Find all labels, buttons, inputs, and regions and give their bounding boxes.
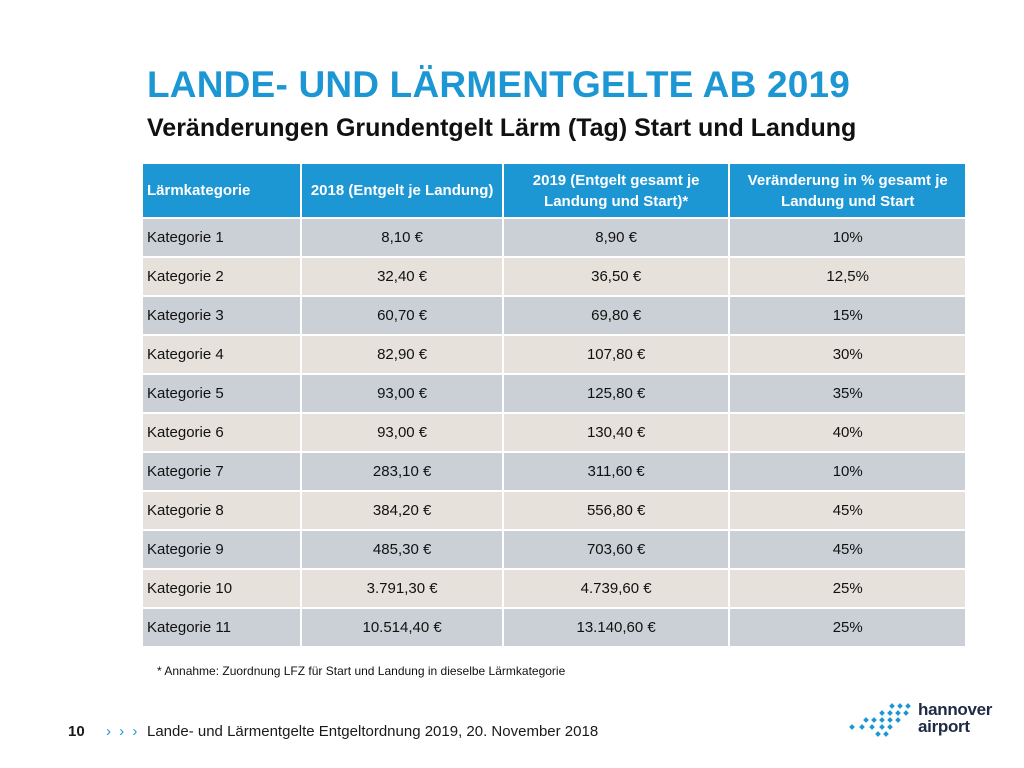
table-row: Kategorie 6 93,00 € 130,40 € 40% bbox=[143, 414, 965, 451]
cell-change: 45% bbox=[730, 531, 965, 568]
header-2019-fee: 2019 (Entgelt gesamt je Landung und Star… bbox=[503, 164, 729, 217]
cell-fee-2019: 107,80 € bbox=[503, 336, 729, 373]
logo-text: hannover airport bbox=[918, 701, 992, 735]
cell-fee-2018: 8,10 € bbox=[302, 219, 502, 256]
cell-fee-2019: 556,80 € bbox=[503, 492, 729, 529]
cell-change: 45% bbox=[730, 492, 965, 529]
slide-title: LANDE- UND LÄRMENTGELTE AB 2019 bbox=[147, 64, 851, 105]
cell-fee-2019: 311,60 € bbox=[503, 453, 729, 490]
page-number: 10 bbox=[68, 723, 85, 740]
cell-fee-2019: 4.739,60 € bbox=[503, 570, 729, 607]
cell-fee-2018: 3.791,30 € bbox=[302, 570, 502, 607]
cell-fee-2018: 384,20 € bbox=[302, 492, 502, 529]
table-row: Kategorie 1 8,10 € 8,90 € 10% bbox=[143, 219, 965, 256]
cell-change: 30% bbox=[730, 336, 965, 373]
cell-fee-2018: 93,00 € bbox=[302, 414, 502, 451]
cell-category: Kategorie 1 bbox=[143, 219, 301, 256]
table-row: Kategorie 8 384,20 € 556,80 € 45% bbox=[143, 492, 965, 529]
hannover-airport-logo: hannover airport bbox=[846, 700, 996, 742]
header-change-percent: Veränderung in % gesamt je Landung und S… bbox=[730, 164, 965, 217]
slide-subtitle: Veränderungen Grundentgelt Lärm (Tag) St… bbox=[147, 114, 857, 142]
table-row: Kategorie 2 32,40 € 36,50 € 12,5% bbox=[143, 258, 965, 295]
cell-change: 40% bbox=[730, 414, 965, 451]
cell-change: 25% bbox=[730, 570, 965, 607]
cell-category: Kategorie 10 bbox=[143, 570, 301, 607]
cell-category: Kategorie 8 bbox=[143, 492, 301, 529]
cell-fee-2019: 703,60 € bbox=[503, 531, 729, 568]
table-row: Kategorie 5 93,00 € 125,80 € 35% bbox=[143, 375, 965, 412]
logo-line-hannover: hannover bbox=[918, 700, 993, 719]
cell-fee-2018: 82,90 € bbox=[302, 336, 502, 373]
cell-fee-2018: 10.514,40 € bbox=[302, 609, 502, 646]
cell-category: Kategorie 6 bbox=[143, 414, 301, 451]
cell-category: Kategorie 11 bbox=[143, 609, 301, 646]
chevrons-icon: › › › bbox=[106, 723, 140, 740]
table-header-row: Lärmkategorie 2018 (Entgelt je Landung) … bbox=[143, 164, 965, 217]
logo-line-airport: airport bbox=[918, 717, 970, 736]
fee-table: Lärmkategorie 2018 (Entgelt je Landung) … bbox=[141, 162, 967, 648]
cell-change: 12,5% bbox=[730, 258, 965, 295]
cell-change: 10% bbox=[730, 453, 965, 490]
cell-change: 15% bbox=[730, 297, 965, 334]
footer-text: Lande- und Lärmentgelte Entgeltordnung 2… bbox=[147, 723, 599, 740]
cell-category: Kategorie 2 bbox=[143, 258, 301, 295]
footnote: * Annahme: Zuordnung LFZ für Start und L… bbox=[157, 664, 566, 678]
cell-fee-2019: 69,80 € bbox=[503, 297, 729, 334]
cell-fee-2019: 125,80 € bbox=[503, 375, 729, 412]
cell-category: Kategorie 7 bbox=[143, 453, 301, 490]
cell-fee-2018: 283,10 € bbox=[302, 453, 502, 490]
cell-category: Kategorie 9 bbox=[143, 531, 301, 568]
cell-change: 35% bbox=[730, 375, 965, 412]
cell-change: 25% bbox=[730, 609, 965, 646]
table-row: Kategorie 11 10.514,40 € 13.140,60 € 25% bbox=[143, 609, 965, 646]
cell-fee-2019: 13.140,60 € bbox=[503, 609, 729, 646]
cell-category: Kategorie 4 bbox=[143, 336, 301, 373]
cell-fee-2019: 36,50 € bbox=[503, 258, 729, 295]
table-row: Kategorie 3 60,70 € 69,80 € 15% bbox=[143, 297, 965, 334]
cell-fee-2018: 485,30 € bbox=[302, 531, 502, 568]
cell-change: 10% bbox=[730, 219, 965, 256]
table-row: Kategorie 7 283,10 € 311,60 € 10% bbox=[143, 453, 965, 490]
cell-fee-2019: 8,90 € bbox=[503, 219, 729, 256]
cell-fee-2018: 32,40 € bbox=[302, 258, 502, 295]
slide-footer: 10 › › › Lande- und Lärmentgelte Entgelt… bbox=[0, 723, 1024, 747]
cell-fee-2019: 130,40 € bbox=[503, 414, 729, 451]
table-row: Kategorie 4 82,90 € 107,80 € 30% bbox=[143, 336, 965, 373]
airport-dots-icon bbox=[849, 703, 911, 737]
header-2018-fee: 2018 (Entgelt je Landung) bbox=[302, 164, 502, 217]
table-row: Kategorie 9 485,30 € 703,60 € 45% bbox=[143, 531, 965, 568]
cell-category: Kategorie 5 bbox=[143, 375, 301, 412]
cell-fee-2018: 93,00 € bbox=[302, 375, 502, 412]
cell-fee-2018: 60,70 € bbox=[302, 297, 502, 334]
table-row: Kategorie 10 3.791,30 € 4.739,60 € 25% bbox=[143, 570, 965, 607]
header-noise-category: Lärmkategorie bbox=[143, 164, 301, 217]
cell-category: Kategorie 3 bbox=[143, 297, 301, 334]
